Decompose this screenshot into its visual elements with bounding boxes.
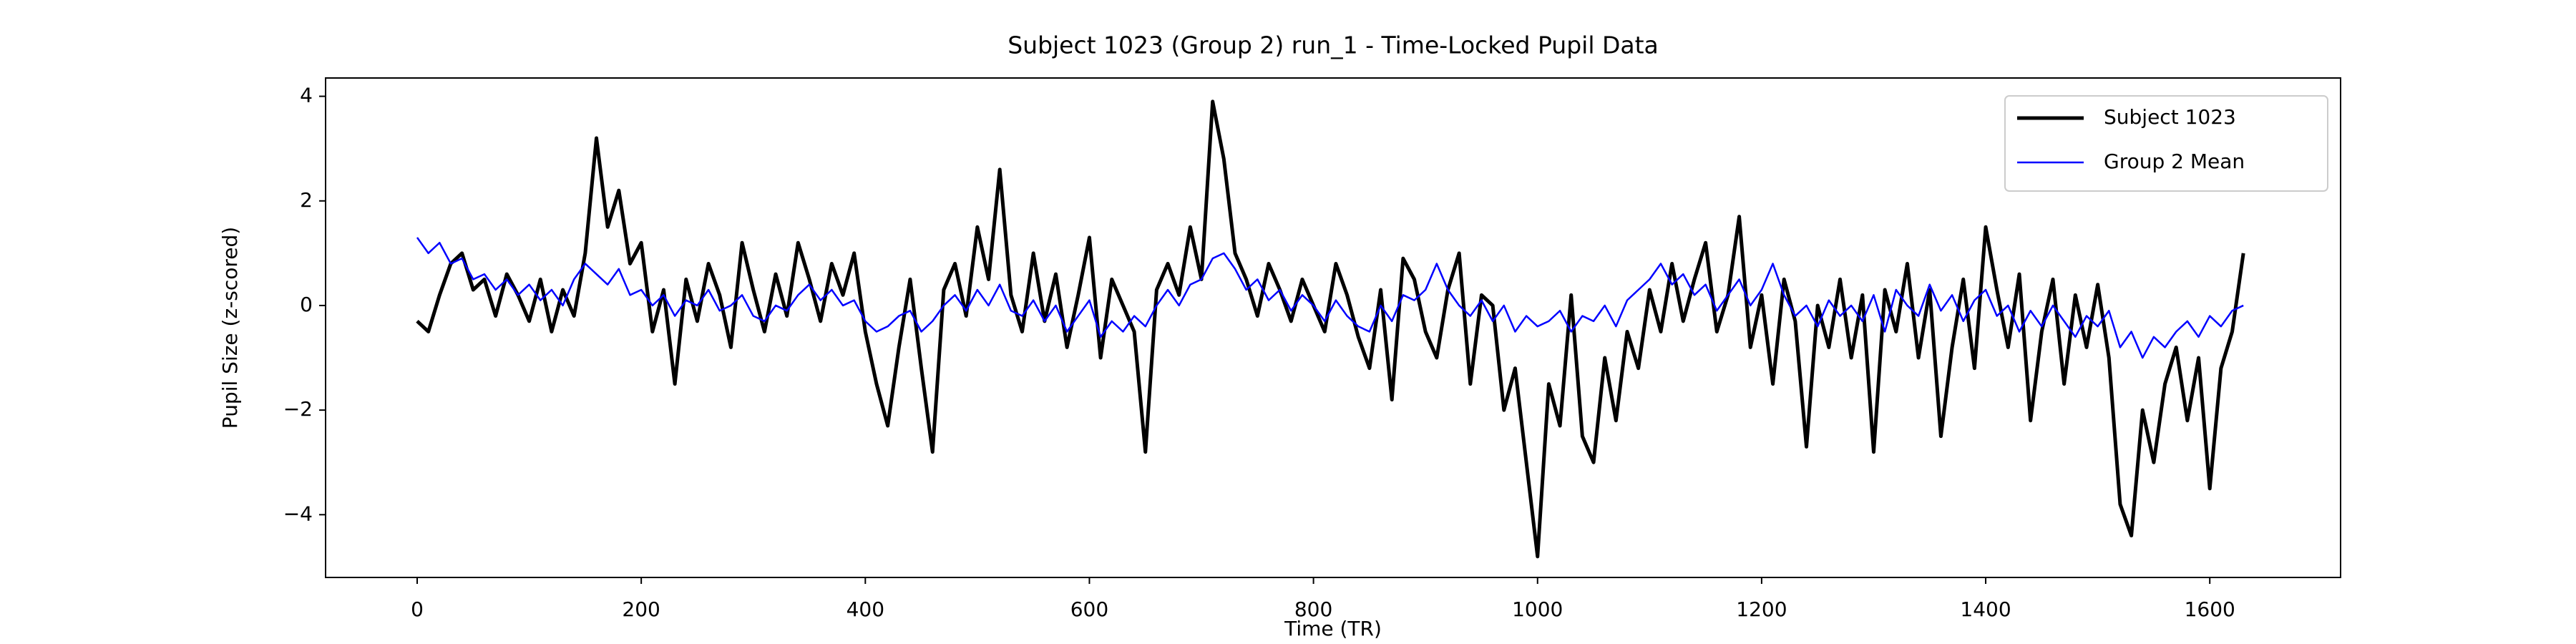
x-tick-label: 1000 [1512, 597, 1563, 621]
legend-box [2004, 95, 2328, 192]
x-tick-label: 1400 [1960, 597, 2011, 621]
y-tick-label: −2 [283, 397, 313, 421]
x-tick-label: 1600 [2185, 597, 2235, 621]
chart-title: Subject 1023 (Group 2) run_1 - Time-Lock… [1008, 31, 1659, 59]
x-axis-label: Time (TR) [1284, 617, 1382, 640]
legend-label: Subject 1023 [2104, 105, 2236, 129]
x-tick-label: 0 [411, 597, 424, 621]
y-axis-label: Pupil Size (z-scored) [218, 227, 242, 429]
x-tick-label: 800 [1294, 597, 1332, 621]
legend-label: Group 2 Mean [2104, 150, 2245, 173]
x-tick-label: 600 [1070, 597, 1108, 621]
y-tick-label: −4 [283, 502, 313, 525]
series-line [416, 237, 2244, 359]
plot-frame [325, 77, 2341, 578]
y-tick-label: 4 [300, 84, 313, 107]
y-tick-label: 0 [300, 293, 313, 316]
x-tick-label: 400 [847, 597, 884, 621]
x-tick-label: 1200 [1736, 597, 1787, 621]
x-tick-label: 200 [622, 597, 660, 621]
series-line [416, 99, 2245, 559]
y-tick-label: 2 [300, 188, 313, 212]
